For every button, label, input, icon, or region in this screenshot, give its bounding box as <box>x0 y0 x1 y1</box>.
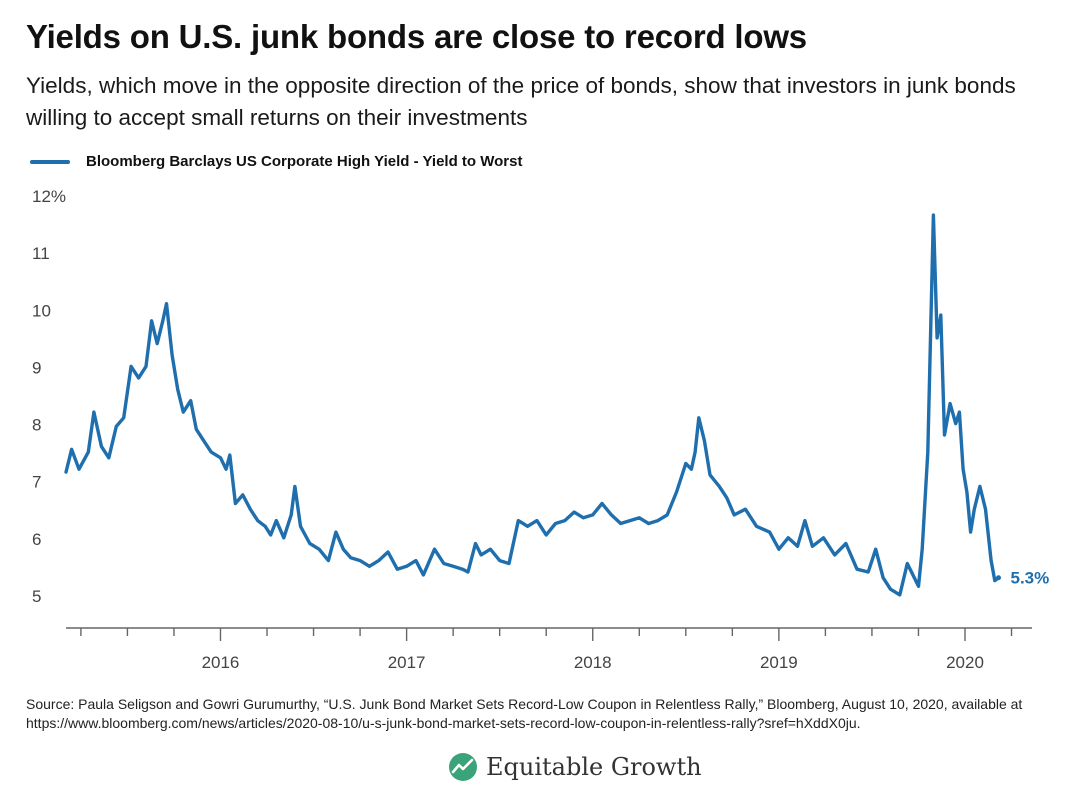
x-tick-label: 2016 <box>202 653 240 672</box>
chart-subtitle: Yields, which move in the opposite direc… <box>26 73 1016 130</box>
x-tick-label: 2019 <box>760 653 798 672</box>
series-group: 5.3% <box>64 213 1049 597</box>
logo: Equitable Growth <box>448 752 702 782</box>
y-axis: 12% 11 10 9 8 7 6 5 <box>32 187 66 606</box>
end-value-label: 5.3% <box>1010 569 1049 588</box>
y-tick-label: 5 <box>32 587 41 606</box>
y-tick-label: 7 <box>32 473 41 492</box>
y-tick-label: 6 <box>32 530 41 549</box>
series-line <box>64 213 1001 597</box>
chart-title: Yields on U.S. junk bonds are close to r… <box>26 18 807 55</box>
end-point <box>995 575 1001 581</box>
y-tick-label: 8 <box>32 416 41 435</box>
y-tick-label: 9 <box>32 358 41 377</box>
x-tick-label: 2020 <box>946 653 984 672</box>
source-note: Source: Paula Seligson and Gowri Gurumur… <box>26 695 1066 733</box>
x-tick-label: 2018 <box>574 653 612 672</box>
logo-text: Equitable Growth <box>486 753 702 781</box>
source-line-2: https://www.bloomberg.com/news/articles/… <box>26 715 861 731</box>
x-axis: 2016 2017 2018 2019 2020 <box>66 627 1032 672</box>
legend: Bloomberg Barclays US Corporate High Yie… <box>30 153 522 170</box>
source-line-1: Source: Paula Seligson and Gowri Gurumur… <box>26 696 1023 712</box>
x-tick-label: 2017 <box>388 653 426 672</box>
legend-swatch <box>30 159 70 164</box>
y-tick-label: 10 <box>32 301 51 320</box>
legend-label: Bloomberg Barclays US Corporate High Yie… <box>86 153 523 170</box>
y-tick-label: 11 <box>32 244 50 263</box>
y-tick-label: 12% <box>32 187 66 206</box>
growth-chart-icon <box>449 753 477 781</box>
